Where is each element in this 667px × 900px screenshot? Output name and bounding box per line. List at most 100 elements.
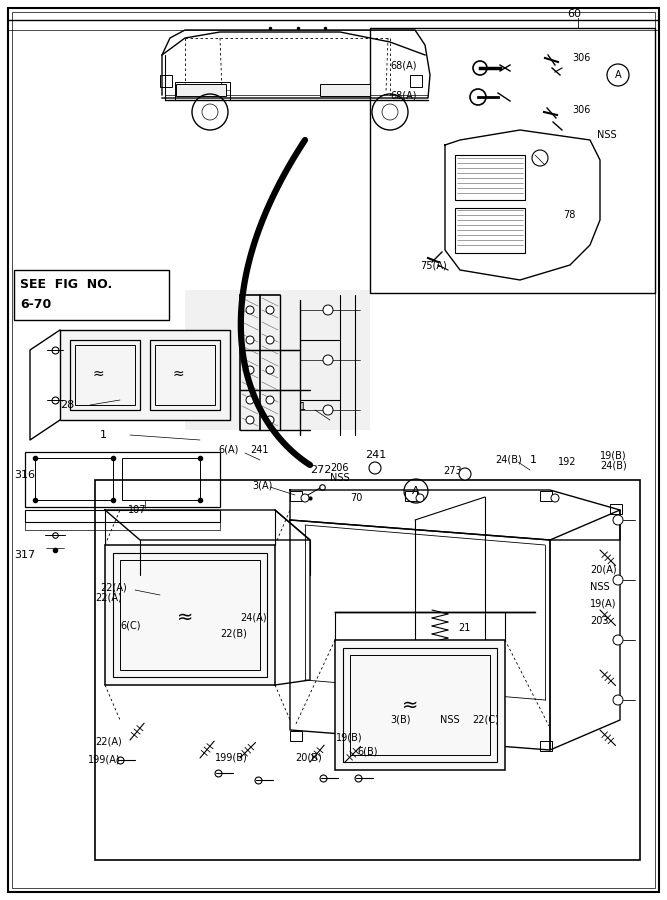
Text: 241: 241 (365, 450, 386, 460)
Text: 22(A): 22(A) (95, 593, 122, 603)
Bar (25, 522, 220, 530)
Text: ≈: ≈ (402, 696, 418, 715)
Circle shape (613, 635, 623, 645)
Text: 1: 1 (300, 402, 306, 412)
Circle shape (459, 468, 471, 480)
Text: 1: 1 (100, 430, 107, 440)
Bar (35, 458, 113, 500)
Bar (120, 560, 260, 670)
Bar (25, 452, 220, 507)
Text: 70: 70 (350, 493, 362, 503)
Text: 19(B): 19(B) (336, 733, 363, 743)
Bar (455, 155, 525, 200)
Circle shape (266, 396, 274, 404)
Circle shape (246, 366, 254, 374)
Text: 22(B): 22(B) (220, 628, 247, 638)
Circle shape (323, 355, 333, 365)
Circle shape (246, 416, 254, 424)
Bar (150, 340, 220, 410)
Bar (610, 504, 622, 514)
Circle shape (613, 515, 623, 525)
Text: 75(A): 75(A) (420, 261, 447, 271)
Circle shape (416, 494, 424, 502)
Text: 316: 316 (14, 470, 35, 480)
Text: 20(A): 20(A) (590, 565, 616, 575)
Bar (176, 84, 226, 96)
Circle shape (266, 416, 274, 424)
Text: 6(A): 6(A) (218, 445, 238, 455)
Text: 24(A): 24(A) (240, 613, 267, 623)
Text: ≈: ≈ (172, 367, 184, 381)
Text: 28: 28 (60, 400, 74, 410)
Text: SEE  FIG  NO.: SEE FIG NO. (20, 278, 112, 292)
Bar (70, 340, 140, 410)
Text: 78: 78 (563, 210, 576, 220)
Circle shape (246, 306, 254, 314)
Bar (405, 731, 417, 741)
Text: 199(A): 199(A) (88, 755, 121, 765)
Text: ≈: ≈ (177, 608, 193, 626)
Circle shape (369, 462, 381, 474)
Circle shape (323, 405, 333, 415)
Circle shape (246, 396, 254, 404)
Text: 272: 272 (310, 465, 331, 475)
Text: 24(B): 24(B) (495, 455, 522, 465)
Text: 24(B): 24(B) (600, 461, 627, 471)
Bar (175, 82, 230, 100)
Text: 206: 206 (330, 463, 348, 473)
Circle shape (266, 336, 274, 344)
Text: NSS: NSS (590, 582, 610, 592)
Circle shape (613, 575, 623, 585)
Text: 68(A): 68(A) (390, 90, 416, 100)
Text: 19(A): 19(A) (590, 599, 616, 609)
Text: 68(A): 68(A) (390, 60, 416, 70)
Circle shape (266, 366, 274, 374)
Bar (540, 491, 552, 501)
Bar (350, 655, 490, 755)
Bar (105, 545, 275, 685)
Text: 107: 107 (128, 505, 147, 515)
Circle shape (323, 305, 333, 315)
Bar (122, 458, 200, 500)
Bar (290, 491, 302, 501)
Text: 22(C): 22(C) (472, 715, 499, 725)
Text: 22(A): 22(A) (100, 583, 127, 593)
Text: A: A (412, 486, 420, 496)
Text: 3(B): 3(B) (390, 715, 410, 725)
Text: 3(A): 3(A) (252, 480, 272, 490)
Bar (14, 270, 169, 320)
Bar (113, 553, 267, 677)
Bar (160, 75, 172, 87)
Bar (155, 345, 215, 405)
Bar (75, 345, 135, 405)
Text: NSS: NSS (330, 473, 350, 483)
Bar (405, 491, 417, 501)
Text: 21: 21 (458, 623, 470, 633)
Bar (60, 330, 230, 420)
Text: 306: 306 (572, 53, 590, 63)
Bar (290, 731, 302, 741)
Bar (540, 741, 552, 751)
Text: A: A (615, 70, 622, 80)
Text: NSS: NSS (597, 130, 616, 140)
Bar (335, 640, 505, 770)
Text: 1: 1 (530, 455, 537, 465)
Text: ≈: ≈ (92, 367, 104, 381)
Text: 22(A): 22(A) (95, 737, 122, 747)
Text: 192: 192 (558, 457, 576, 467)
Text: NSS: NSS (440, 715, 460, 725)
Text: 60: 60 (567, 9, 581, 19)
Bar (455, 208, 525, 253)
Text: 6-70: 6-70 (20, 299, 51, 311)
Text: 20(B): 20(B) (295, 752, 321, 762)
Bar (320, 84, 370, 96)
Bar (175, 82, 230, 90)
Text: 273: 273 (443, 466, 462, 476)
Text: 6(C): 6(C) (120, 620, 141, 630)
Bar (25, 510, 220, 522)
Circle shape (301, 494, 309, 502)
Text: 199(B): 199(B) (215, 752, 247, 762)
Polygon shape (185, 290, 370, 430)
Circle shape (246, 336, 254, 344)
Text: 6(B): 6(B) (357, 747, 378, 757)
